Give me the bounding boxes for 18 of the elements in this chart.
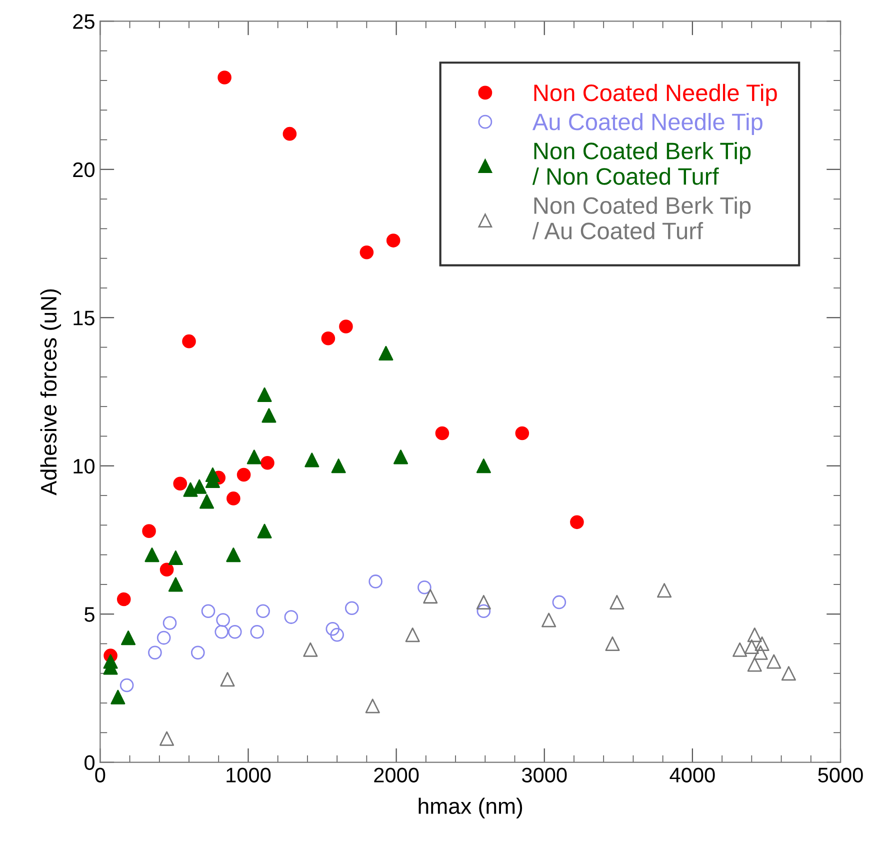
y-tick-label: 10 — [74, 458, 94, 474]
y-tick-label: 20 — [73, 162, 94, 178]
legend-label: Au Coated Needle Tip — [532, 112, 762, 135]
x-tick-label: 0 — [95, 768, 106, 782]
legend-label: Non Coated Berk Tip / Au Coated Turf — [532, 196, 751, 240]
y-axis-title: Adhesive forces (uN) — [40, 289, 62, 496]
x-tick-label: 1000 — [226, 768, 271, 782]
y-tick-label: 15 — [74, 310, 94, 326]
y-tick-label: 25 — [73, 14, 94, 29]
x-axis-title: hmax (nm) — [418, 798, 522, 818]
x-tick-label: 4000 — [670, 768, 715, 782]
legend-label: Non Coated Needle Tip — [534, 84, 777, 106]
x-tick-label: 5000 — [818, 768, 863, 782]
y-tick-label: 5 — [84, 607, 94, 622]
y-tick-label: 0 — [84, 755, 94, 770]
legend-label: Non Coated Berk Tip / Non Coated Turf — [532, 142, 751, 185]
x-tick-label: 3000 — [522, 768, 567, 782]
x-tick-label: 2000 — [374, 768, 419, 782]
